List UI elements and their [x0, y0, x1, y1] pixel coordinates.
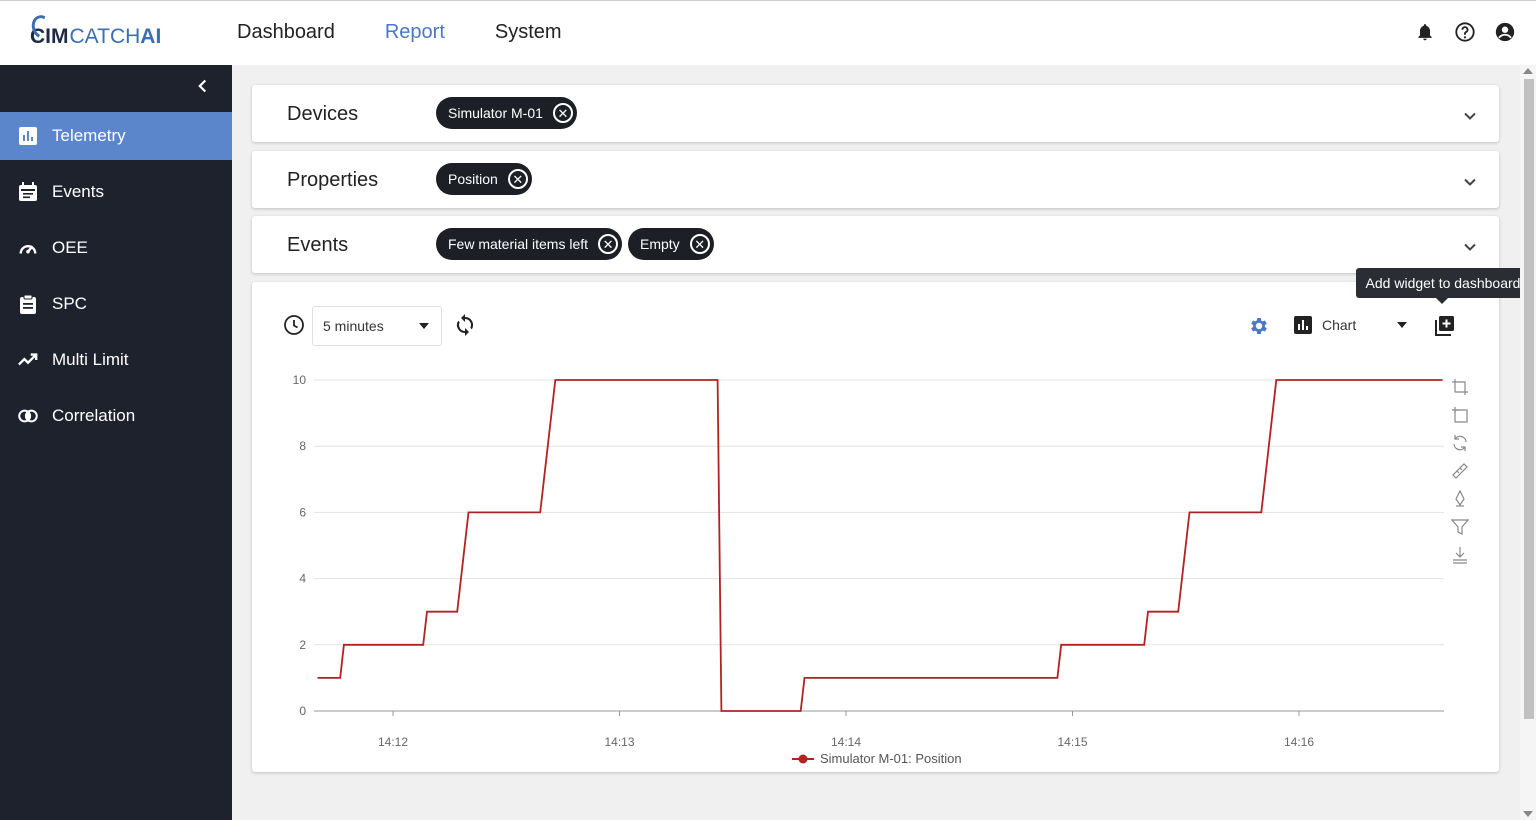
x-tick-labels: 14:12 14:13 14:14 14:15 14:16 — [378, 711, 1314, 749]
chevron-down-icon[interactable] — [1463, 240, 1477, 254]
nav-report[interactable]: Report — [384, 21, 445, 43]
properties-title: Properties — [287, 169, 379, 191]
series-line — [317, 379, 1443, 712]
brand-logo[interactable]: CIM CATCH AI — [28, 12, 162, 49]
top-bar: CIM CATCH AI Dashboard Report System — [0, 0, 1536, 65]
tooltip-text: Add widget to dashboard — [1365, 275, 1521, 291]
sidebar-item-label: Events — [52, 182, 104, 201]
x-tick-label: 14:15 — [1057, 735, 1087, 749]
chip-label: Empty — [640, 236, 680, 252]
time-range-value: 5 minutes — [323, 318, 384, 334]
chip-few-material-items-left[interactable]: Few material items left ✕ — [436, 228, 623, 260]
chart-type-icon — [1294, 316, 1312, 334]
sidebar-item-telemetry[interactable]: Telemetry — [0, 112, 232, 160]
bar-chart-icon — [18, 126, 38, 146]
sidebar-item-label: Multi Limit — [52, 350, 129, 369]
nav-dashboard[interactable]: Dashboard — [237, 21, 335, 43]
chart-legend[interactable]: Simulator M-01: Position — [792, 751, 962, 766]
x-tick-label: 14:16 — [1284, 735, 1314, 749]
download-icon[interactable] — [1451, 546, 1469, 569]
remove-chip-icon[interactable]: ✕ — [598, 234, 619, 254]
y-tick-label: 6 — [299, 505, 306, 519]
legend-label[interactable]: Simulator M-01: Position — [820, 751, 962, 766]
sidebar-item-label: SPC — [52, 294, 87, 313]
chevron-down-icon[interactable] — [1463, 175, 1477, 189]
y-tick-label: 2 — [299, 638, 306, 652]
sidebar-item-label: Telemetry — [52, 126, 126, 145]
devices-title: Devices — [287, 103, 359, 125]
ruler-icon[interactable] — [1451, 462, 1469, 485]
clock-icon — [283, 314, 305, 336]
clipboard-icon — [18, 294, 38, 314]
view-type-label[interactable]: Chart — [1322, 317, 1357, 333]
main-nav: Dashboard Report System — [237, 21, 562, 44]
time-range-select[interactable]: 5 minutes — [312, 306, 442, 346]
remove-chip-icon[interactable]: ✕ — [689, 234, 710, 254]
chip-label: Simulator M-01 — [448, 105, 543, 121]
sidebar-item-spc[interactable]: SPC — [0, 280, 232, 328]
y-tick-labels: 0 2 4 6 8 10 — [293, 373, 307, 718]
sidebar-item-multi-limit[interactable]: Multi Limit — [0, 336, 232, 384]
x-tick-label: 14:12 — [378, 735, 408, 749]
legend-marker — [798, 754, 808, 764]
zoom-select-icon[interactable] — [1451, 378, 1469, 401]
logo-catch: CATCH — [69, 25, 141, 48]
help-icon[interactable] — [1454, 21, 1476, 43]
remove-chip-icon[interactable]: ✕ — [507, 169, 528, 189]
zoom-reset-icon[interactable] — [1451, 406, 1469, 429]
sidebar-item-label: Correlation — [52, 406, 136, 425]
caret-down-icon — [419, 323, 429, 329]
chevron-down-icon[interactable] — [1463, 109, 1477, 123]
sidebar-item-events[interactable]: Events — [0, 168, 232, 216]
settings-gear-icon[interactable] — [1248, 315, 1270, 337]
telemetry-chart: 0 2 4 6 8 10 14:12 14:13 14:14 14:15 14:16 Simula… — [293, 373, 1444, 766]
chart-grid — [314, 379, 1444, 712]
add-widget-icon[interactable] — [1433, 315, 1455, 337]
sidebar-item-oee[interactable]: OEE — [0, 224, 232, 272]
y-tick-label: 0 — [299, 704, 306, 718]
account-icon[interactable] — [1494, 21, 1516, 43]
view-type-caret-icon[interactable] — [1397, 322, 1407, 328]
chip-empty[interactable]: Empty ✕ — [628, 228, 714, 260]
chip-position[interactable]: Position ✕ — [436, 163, 532, 195]
chip-label: Position — [448, 171, 498, 187]
y-tick-label: 4 — [299, 572, 306, 586]
refresh-icon[interactable] — [453, 313, 477, 337]
x-tick-label: 14:14 — [831, 735, 861, 749]
restore-icon[interactable] — [1451, 434, 1469, 457]
chart-panel: 5 minutes Chart 0 2 4 6 8 10 14:12 14:13 14:14 1… — [252, 282, 1499, 772]
add-widget-tooltip: Add widget to dashboard — [1356, 268, 1530, 304]
y-tick-label: 10 — [293, 373, 307, 387]
scroll-thumb[interactable] — [1524, 79, 1534, 719]
chip-label: Few material items left — [448, 236, 589, 252]
sidebar-item-correlation[interactable]: Correlation — [0, 392, 232, 440]
remove-chip-icon[interactable]: ✕ — [552, 103, 573, 123]
collapse-sidebar-icon[interactable] — [192, 75, 214, 97]
scroll-up-icon[interactable] — [1523, 68, 1533, 74]
pen-icon[interactable] — [1451, 489, 1469, 513]
chart-toolbar — [1450, 378, 1471, 569]
scroll-down-icon[interactable] — [1523, 811, 1533, 817]
logo-ai: AI — [140, 25, 162, 48]
sidebar-item-label: OEE — [52, 238, 88, 257]
trending-up-icon — [18, 350, 38, 370]
correlation-icon — [18, 406, 38, 426]
properties-panel[interactable]: Properties Position ✕ — [252, 151, 1499, 208]
bell-icon[interactable] — [1414, 21, 1436, 43]
devices-panel[interactable]: Devices Simulator M-01 ✕ — [252, 85, 1499, 142]
filter-icon[interactable] — [1450, 518, 1470, 541]
gauge-icon — [18, 238, 38, 258]
sidebar: Telemetry Events OEE SPC Multi Limit Cor… — [0, 65, 232, 820]
chart-series — [317, 379, 1443, 712]
nav-system[interactable]: System — [494, 21, 562, 43]
events-title: Events — [287, 234, 349, 256]
y-tick-label: 8 — [299, 439, 306, 453]
chip-simulator-m01[interactable]: Simulator M-01 ✕ — [436, 97, 577, 129]
logo-cim: CIM — [30, 25, 69, 48]
top-icons — [1414, 21, 1516, 43]
page-scrollbar[interactable] — [1520, 65, 1536, 820]
calendar-icon — [18, 182, 38, 202]
events-panel[interactable]: Events Few material items left ✕ Empty ✕ — [252, 216, 1499, 273]
x-tick-label: 14:13 — [604, 735, 634, 749]
